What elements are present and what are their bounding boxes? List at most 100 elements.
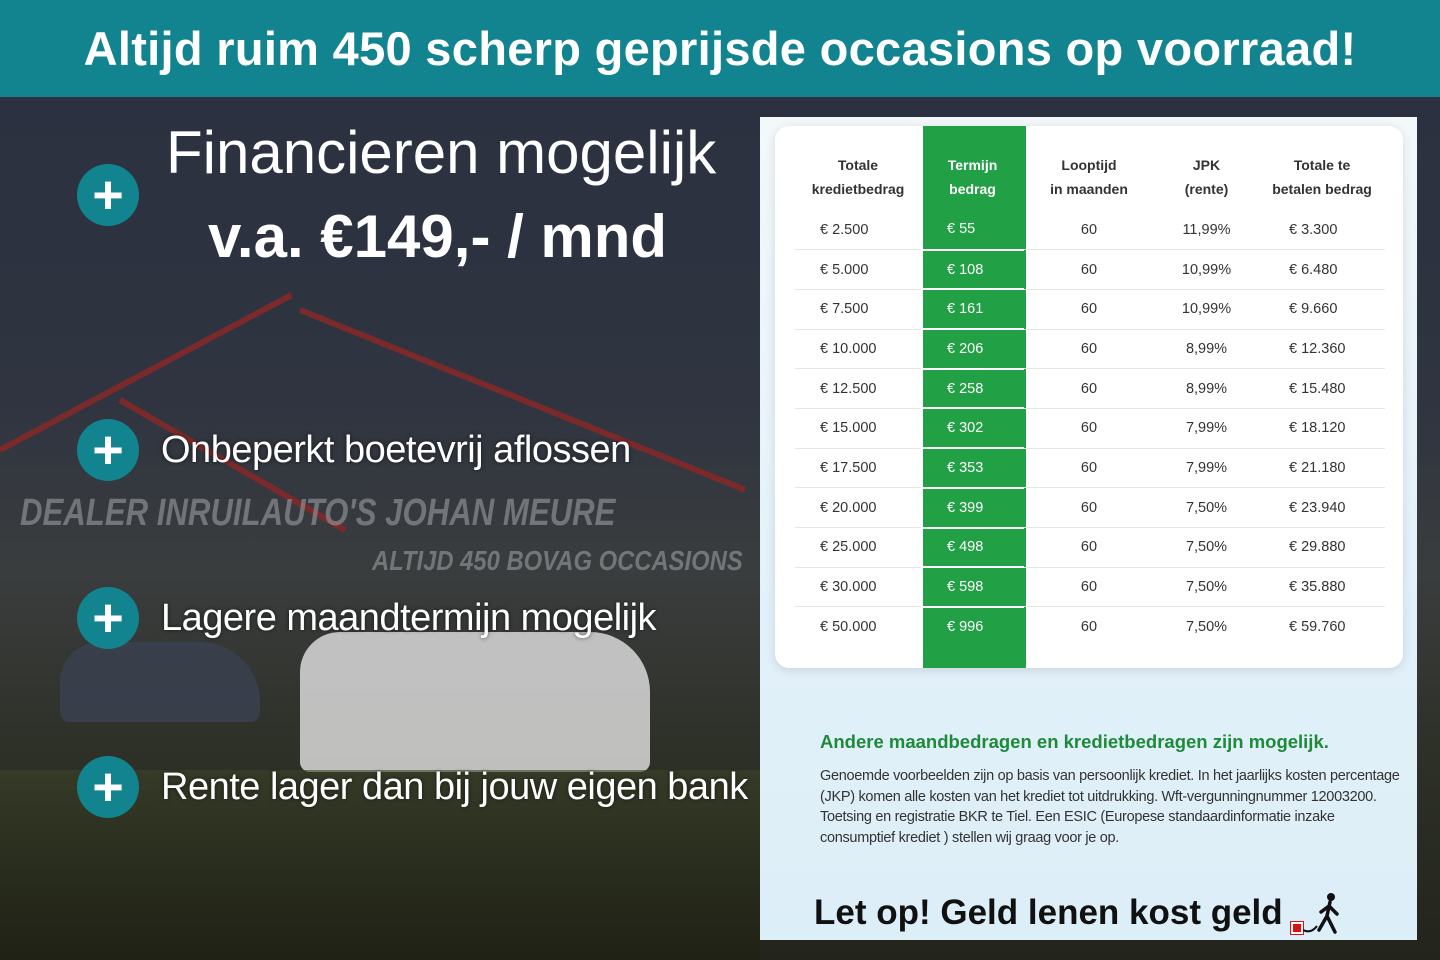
- top-banner: Altijd ruim 450 scherp geprijsde occasio…: [0, 0, 1440, 97]
- financing-table: Totale kredietbedrag Termijn bedrag Looptijd…: [795, 144, 1385, 647]
- column-header: Looptijd in maanden: [1024, 144, 1154, 210]
- table-row: € 30.000 € 598 60 7,50% € 35.880: [795, 567, 1385, 608]
- table-cell: 7,50%: [1154, 527, 1259, 568]
- table-cell: 8,99%: [1154, 368, 1259, 409]
- table-cell: 60: [1024, 210, 1154, 251]
- table-cell: € 55: [921, 210, 1024, 251]
- feature-label: Rente lager dan bij jouw eigen bank: [161, 765, 748, 808]
- table-cell: € 15.480: [1259, 368, 1385, 409]
- table-row: € 10.000 € 206 60 8,99% € 12.360: [795, 329, 1385, 370]
- notes-body: Genoemde voorbeelden zijn op basis van p…: [820, 768, 1400, 846]
- table-cell: 60: [1024, 448, 1154, 489]
- header-line: JPK: [1192, 157, 1221, 173]
- table-cell: € 7.500: [795, 289, 921, 330]
- loan-warning: Let op! Geld lenen kost geld: [814, 892, 1343, 935]
- table-cell: € 353: [921, 448, 1024, 489]
- table-cell: € 206: [921, 329, 1024, 370]
- table-cell: € 15.000: [795, 408, 921, 449]
- column-header: JPK (rente): [1154, 144, 1259, 210]
- table-row: € 50.000 € 996 60 7,50% € 59.760: [795, 607, 1385, 647]
- table-cell: 11,99%: [1154, 210, 1259, 251]
- header-line: in maanden: [1050, 181, 1128, 197]
- plus-icon: +: [77, 164, 139, 226]
- table-row: € 5.000 € 108 60 10,99% € 6.480: [795, 249, 1385, 291]
- table-cell: 60: [1024, 408, 1154, 449]
- table-cell: € 996: [947, 619, 984, 636]
- table-cell: 60: [1024, 329, 1154, 370]
- table-cell: € 10.000: [795, 329, 921, 370]
- table-cell: 60: [1024, 368, 1154, 409]
- notes-heading: Andere maandbedragen en kredietbedragen …: [820, 731, 1329, 752]
- table-cell: € 30.000: [795, 567, 921, 608]
- table-cell: 10,99%: [1154, 289, 1259, 330]
- table-cell: 60: [1024, 249, 1154, 290]
- column-header: Termijn bedrag: [921, 144, 1024, 210]
- header-line: Totale: [837, 157, 879, 173]
- feature-item: + Lagere maandtermijn mogelijk: [77, 587, 657, 649]
- table-cell: 7,50%: [1154, 487, 1259, 528]
- table-cell: € 302: [921, 408, 1024, 450]
- table-cell: 60: [1080, 618, 1098, 635]
- table-cell: € 17.500: [795, 448, 921, 489]
- header-line: (rente): [1184, 181, 1229, 197]
- plus-icon: +: [77, 756, 139, 818]
- table-row: € 2.500 € 55 60 11,99% € 3.300: [795, 210, 1385, 251]
- column-header: Totale te betalen bedrag: [1259, 144, 1385, 210]
- hero-plus: +: [77, 164, 139, 226]
- table-row: € 20.000 € 399 60 7,50% € 23.940: [795, 487, 1385, 529]
- table-cell: € 35.880: [1259, 567, 1385, 608]
- table-cell: € 2.500: [795, 210, 921, 251]
- feature-item: + Onbeperkt boetevrij aflossen: [77, 419, 631, 481]
- table-cell: € 3.300: [1259, 210, 1385, 251]
- table-cell: 60: [1024, 567, 1154, 608]
- feature-label: Lagere maandtermijn mogelijk: [161, 596, 657, 639]
- feature-item: + Rente lager dan bij jouw eigen bank: [77, 756, 748, 818]
- table-cell: € 5.000: [795, 249, 921, 290]
- table-cell: € 12.500: [795, 368, 921, 409]
- table-cell: € 108: [921, 249, 1024, 291]
- table-cell: € 18.120: [1259, 408, 1385, 449]
- table-cell: 10,99%: [1154, 249, 1259, 290]
- table-cell: € 399: [921, 487, 1024, 529]
- table-cell: € 598: [921, 567, 1024, 608]
- table-cell: € 12.360: [1259, 329, 1385, 370]
- header-line: kredietbedrag: [811, 181, 905, 197]
- table-cell: € 498: [921, 527, 1024, 569]
- table-row: € 7.500 € 161 60 10,99% € 9.660: [795, 289, 1385, 331]
- table-cell: 60: [1024, 289, 1154, 330]
- storefront-sign: DEALER INRUILAUTO'S JOHAN MEURE: [20, 492, 616, 534]
- table-cell: € 9.660: [1259, 289, 1385, 330]
- table-cell: € 23.940: [1259, 487, 1385, 528]
- table-cell: € 6.480: [1259, 249, 1385, 290]
- table-cell: 8,99%: [1154, 329, 1259, 370]
- header-line: Looptijd: [1061, 157, 1117, 173]
- person-running-with-ball-and-chain-icon: [1289, 892, 1343, 935]
- table-cell: € 21.180: [1259, 448, 1385, 489]
- table-row: € 15.000 € 302 60 7,99% € 18.120: [795, 408, 1385, 450]
- plus-icon: +: [77, 587, 139, 649]
- hero-title: Financieren mogelijk: [166, 119, 717, 186]
- plus-icon: +: [77, 419, 139, 481]
- table-cell: € 161: [921, 289, 1024, 331]
- table-cell: € 258: [921, 368, 1024, 410]
- financing-panel: Totale kredietbedrag Termijn bedrag Looptijd…: [760, 117, 1417, 940]
- header-line: Termijn: [947, 157, 998, 173]
- table-cell: € 25.000: [795, 527, 921, 568]
- banner-title: Altijd ruim 450 scherp geprijsde occasio…: [83, 22, 1357, 75]
- table-row: € 25.000 € 498 60 7,50% € 29.880: [795, 527, 1385, 569]
- header-line: Totale te: [1293, 157, 1351, 173]
- table-cell: € 50.000: [820, 618, 877, 635]
- table-cell: 7,50%: [1154, 567, 1259, 608]
- table-cell: € 59.760: [1289, 618, 1346, 635]
- table-row: € 12.500 € 258 60 8,99% € 15.480: [795, 368, 1385, 410]
- hero-price: v.a. €149,- / mnd: [208, 203, 668, 270]
- column-header: Totale kredietbedrag: [795, 144, 921, 210]
- table-cell: € 20.000: [795, 487, 921, 528]
- warning-text: Let op! Geld lenen kost geld: [814, 893, 1283, 932]
- table-cell: 60: [1024, 487, 1154, 528]
- storefront-sign-secondary: ALTIJD 450 BOVAG OCCASIONS: [372, 545, 743, 576]
- table-cell: 60: [1024, 527, 1154, 568]
- table-cell: € 29.880: [1259, 527, 1385, 568]
- header-line: bedrag: [949, 181, 996, 197]
- header-line: betalen bedrag: [1272, 181, 1372, 197]
